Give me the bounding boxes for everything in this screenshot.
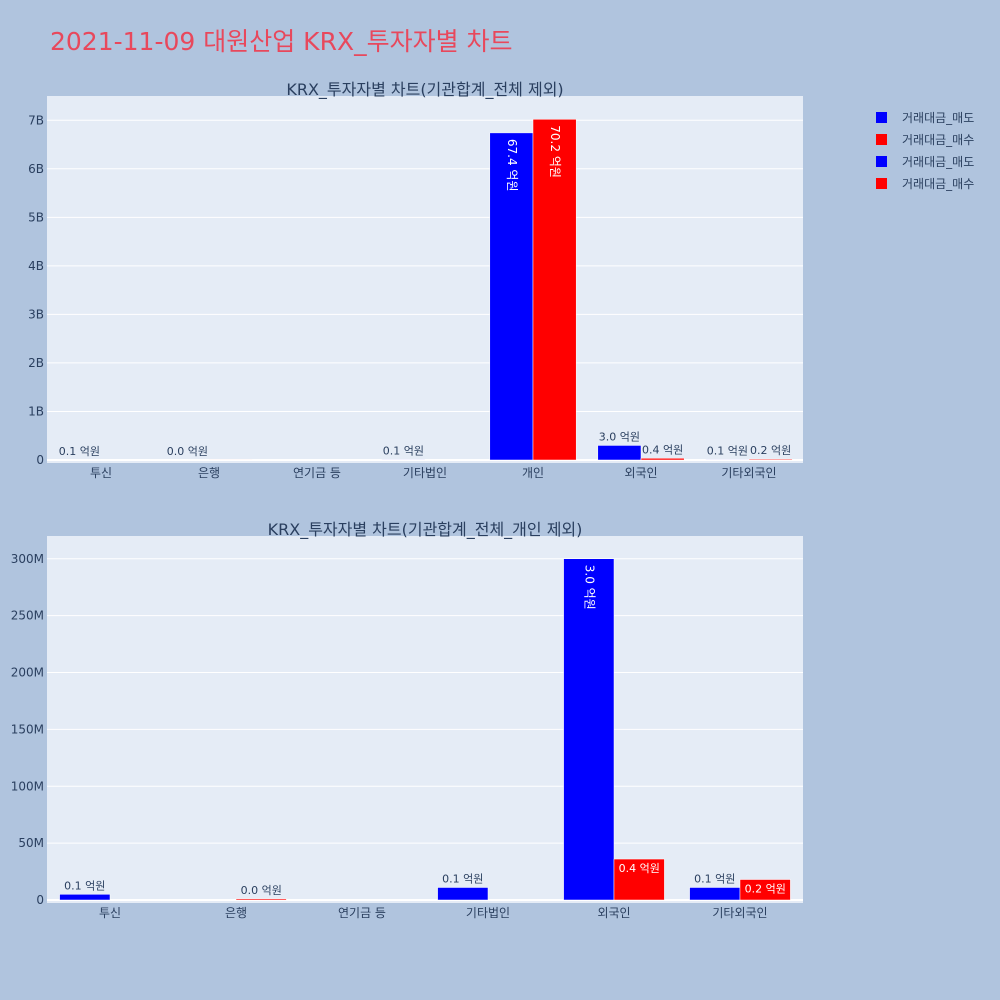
y-tick-label: 2B: [28, 356, 44, 370]
bar: [59, 894, 111, 901]
chart-2: 0 50M 100M 150M 200M 250M 300M KRX_투자자별 차트(기관합계…: [11, 520, 803, 920]
plot-background: [47, 536, 803, 903]
y-tick-label: 3B: [28, 307, 44, 321]
data-label: 0.2 억원: [750, 444, 791, 457]
y-tick-label: 1B: [28, 404, 44, 418]
legend-label: 거래대금_매수: [902, 176, 975, 191]
chart-title: KRX_투자자별 차트(기관합계_전체_개인 제외): [268, 520, 583, 540]
data-label: 3.0 억원: [582, 565, 596, 610]
data-label: 0.1 억원: [64, 879, 105, 892]
y-tick-label: 7B: [28, 113, 44, 127]
legend-label: 거래대금_매수: [902, 132, 975, 147]
data-label: 0.1 억원: [707, 444, 748, 457]
y-tick-label: 300M: [11, 552, 44, 566]
data-label: 0.2 억원: [745, 883, 786, 896]
data-label: 0.4 억원: [642, 443, 683, 456]
legend-label: 거래대금_매도: [902, 110, 975, 125]
x-tick-label: 외국인: [624, 466, 657, 480]
y-tick-label: 200M: [11, 666, 44, 680]
x-tick-label: 투신: [90, 466, 112, 480]
legend-item[interactable]: 거래대금_매도: [876, 150, 974, 172]
legend-item[interactable]: 거래대금_매수: [876, 172, 974, 194]
legend-item[interactable]: 거래대금_매도: [876, 106, 974, 128]
data-label: 0.0 억원: [241, 884, 282, 897]
x-tick-label: 기타법인: [466, 906, 510, 920]
x-tick-label: 기타외국인: [712, 906, 767, 920]
legend-swatch: [876, 111, 887, 123]
bar: [640, 458, 685, 461]
data-label: 0.1 억원: [383, 444, 424, 457]
data-label: 0.4 억원: [619, 862, 660, 875]
y-tick-label: 50M: [18, 836, 44, 850]
legend-swatch: [876, 155, 887, 167]
x-tick-label: 외국인: [597, 906, 630, 920]
data-label: 70.2 억원: [548, 125, 562, 178]
legend-item[interactable]: 거래대금_매수: [876, 128, 974, 150]
bar: [437, 887, 489, 901]
bar: [689, 887, 741, 901]
y-tick-label: 5B: [28, 210, 44, 224]
plot-background: [47, 96, 803, 463]
legend-label: 거래대금_매도: [902, 154, 975, 169]
data-label: 0.1 억원: [59, 445, 100, 458]
data-label: 0.1 억원: [442, 872, 483, 885]
data-label: 0.1 억원: [694, 872, 735, 885]
legend: 거래대금_매도 거래대금_매수 거래대금_매도 거래대금_매수: [876, 106, 974, 194]
y-tick-label: 6B: [28, 162, 44, 176]
x-tick-label: 연기금 등: [293, 466, 341, 480]
y-tick-label: 150M: [11, 722, 44, 736]
data-label: 67.4 억원: [505, 139, 519, 192]
x-tick-label: 투신: [99, 906, 121, 920]
y-tick-label: 0: [36, 893, 44, 907]
chart-1: 0 1B 2B 3B 4B 5B 6B 7B KRX_투자자별 차트(기관합계_전체 제외) 투신…: [28, 80, 803, 480]
chart-title: KRX_투자자별 차트(기관합계_전체 제외): [286, 80, 563, 100]
bar: [705, 459, 750, 461]
x-tick-label: 은행: [225, 905, 247, 920]
bar: [532, 119, 577, 461]
data-label: 3.0 억원: [599, 430, 640, 443]
y-tick-label: 0: [36, 453, 44, 467]
bar: [739, 879, 791, 901]
bar: [563, 558, 615, 901]
legend-swatch: [876, 177, 887, 189]
bar: [748, 458, 793, 461]
x-tick-label: 기타외국인: [721, 466, 776, 480]
bar: [613, 858, 665, 901]
x-tick-label: 개인: [522, 466, 544, 480]
x-tick-label: 기타법인: [403, 466, 447, 480]
bar: [381, 459, 426, 461]
data-label: 0.0 억원: [167, 445, 208, 458]
x-tick-label: 은행: [198, 465, 220, 480]
bar: [489, 132, 534, 461]
x-tick-label: 연기금 등: [338, 906, 386, 920]
y-tick-label: 100M: [11, 779, 44, 793]
bar: [597, 445, 642, 461]
main-title: 2021-11-09 대원산업 KRX_투자자별 차트: [50, 27, 513, 56]
y-tick-label: 250M: [11, 609, 44, 623]
bar: [235, 898, 287, 901]
legend-swatch: [876, 133, 887, 145]
y-tick-label: 4B: [28, 259, 44, 273]
